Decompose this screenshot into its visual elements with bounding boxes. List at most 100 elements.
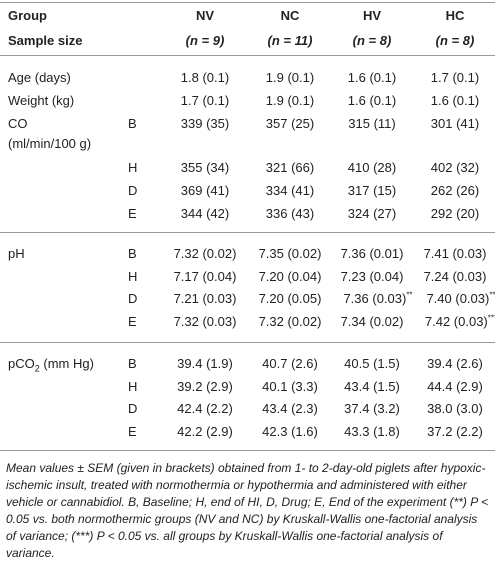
cell-value: 43.3 (1.8) [344, 424, 400, 439]
cell-value: 7.20 (0.05) [258, 291, 322, 306]
rule [0, 55, 495, 56]
row-sublabel: H [128, 379, 138, 394]
cell: 336 (43) [266, 206, 314, 222]
cell-value: 369 (41) [180, 183, 230, 198]
row-sublabel: E [128, 424, 137, 439]
cell-value: 43.4 (1.5) [344, 379, 400, 394]
cell-value: 43.4 (2.3) [262, 401, 318, 416]
cell: 42.3 (1.6) [262, 424, 318, 440]
cell: 7.32 (0.02) [259, 314, 322, 330]
cell-value: 7.21 (0.03) [173, 291, 237, 306]
cell: 1.6 (0.1) [431, 93, 479, 109]
cell-value: 7.35 (0.02) [258, 246, 322, 261]
column-name: HC [445, 8, 465, 23]
column-name: HV [362, 8, 382, 23]
row-label: pH [8, 246, 25, 262]
cell-value: 7.32 (0.02) [173, 246, 237, 261]
cell-value: 37.2 (2.2) [427, 424, 483, 439]
cell: 301 (41) [431, 116, 479, 132]
cell-value: 1.7 (0.1) [430, 70, 480, 85]
cell-value: 37.4 (3.2) [344, 401, 400, 416]
rule [0, 2, 495, 3]
column-n: (n = 8) [352, 33, 392, 48]
cell: 7.35 (0.02) [259, 246, 322, 262]
cell-value: 1.9 (0.1) [265, 93, 315, 108]
cell-value: 292 (20) [430, 206, 480, 221]
cell-value: 7.36 (0.03) [343, 291, 407, 306]
cell-value: 402 (32) [430, 160, 480, 175]
cell: 369 (41) [181, 183, 229, 199]
cell: 40.1 (3.3) [262, 379, 318, 395]
cell-value: 339 (35) [180, 116, 230, 131]
cell: 321 (66) [266, 160, 314, 176]
cell-value: 38.0 (3.0) [427, 401, 483, 416]
cell-note: ** [406, 290, 413, 300]
row-sublabel: H [128, 160, 138, 175]
cell-value: 1.8 (0.1) [180, 70, 230, 85]
column-n: (n = 9) [185, 33, 225, 48]
cell: 7.32 (0.02) [174, 246, 237, 262]
cell: 7.34 (0.02) [341, 314, 404, 330]
cell-value: 7.36 (0.01) [340, 246, 404, 261]
cell: 339 (35) [181, 116, 229, 132]
row-sublabel: B [128, 356, 137, 371]
cell-value: 7.32 (0.02) [258, 314, 322, 329]
cell-value: 40.7 (2.6) [262, 356, 318, 371]
cell: 1.9 (0.1) [266, 93, 314, 109]
cell: 39.2 (2.9) [177, 379, 233, 395]
row-sublabel: B [128, 246, 137, 261]
cell: 40.5 (1.5) [344, 356, 400, 372]
cell: 7.41 (0.03) [424, 246, 487, 262]
header-group: Group [8, 8, 47, 23]
column-name: NV [195, 8, 215, 23]
row-label: Weight (kg) [8, 93, 74, 109]
cell: 7.24 (0.03) [424, 269, 487, 285]
cell: 7.40 (0.03)** [426, 291, 495, 307]
cell: 1.6 (0.1) [348, 70, 396, 86]
cell-value: 40.5 (1.5) [344, 356, 400, 371]
cell: 1.9 (0.1) [266, 70, 314, 86]
cell-value: 39.4 (1.9) [177, 356, 233, 371]
cell-value: 1.6 (0.1) [347, 70, 397, 85]
cell-value: 315 (11) [348, 116, 396, 131]
row-sublabel: D [128, 291, 138, 306]
cell: 43.3 (1.8) [344, 424, 400, 440]
cell: 317 (15) [348, 183, 396, 199]
cell: 402 (32) [431, 160, 479, 176]
cell: 7.36 (0.01) [341, 246, 404, 262]
cell-value: 7.20 (0.04) [258, 269, 322, 284]
cell: 7.32 (0.03) [174, 314, 237, 330]
cell: 357 (25) [266, 116, 314, 132]
cell: 1.7 (0.1) [181, 93, 229, 109]
cell: 1.6 (0.1) [348, 93, 396, 109]
cell-value: 7.42 (0.03) [424, 314, 488, 329]
cell: 1.7 (0.1) [431, 70, 479, 86]
cell: 7.20 (0.05) [259, 291, 322, 307]
cell-value: 7.34 (0.02) [340, 314, 404, 329]
cell-value: 1.9 (0.1) [265, 70, 315, 85]
cell-value: 39.2 (2.9) [177, 379, 233, 394]
cell: 315 (11) [348, 116, 395, 132]
rule [0, 450, 495, 451]
cell-value: 7.41 (0.03) [423, 246, 487, 261]
cell: 7.36 (0.03)** [343, 291, 412, 307]
cell-value: 44.4 (2.9) [427, 379, 483, 394]
cell-value: 7.24 (0.03) [423, 269, 487, 284]
cell-value: 40.1 (3.3) [262, 379, 318, 394]
row-label: pCO2 (mm Hg) [8, 356, 94, 374]
cell: 324 (27) [348, 206, 396, 222]
row-label: Age (days) [8, 70, 71, 86]
label-text: Age (days) [8, 70, 71, 85]
label-text: pCO [8, 356, 35, 371]
cell: 43.4 (1.5) [344, 379, 400, 395]
cell-note: ** [489, 290, 495, 300]
cell: 292 (20) [431, 206, 479, 222]
cell-value: 7.23 (0.04) [340, 269, 404, 284]
row-label: CO [8, 116, 28, 132]
cell-value: 357 (25) [265, 116, 315, 131]
cell: 44.4 (2.9) [427, 379, 483, 395]
cell-value: 42.3 (1.6) [262, 424, 318, 439]
label-subscript: 2 [34, 363, 40, 374]
cell: 42.2 (2.9) [177, 424, 233, 440]
